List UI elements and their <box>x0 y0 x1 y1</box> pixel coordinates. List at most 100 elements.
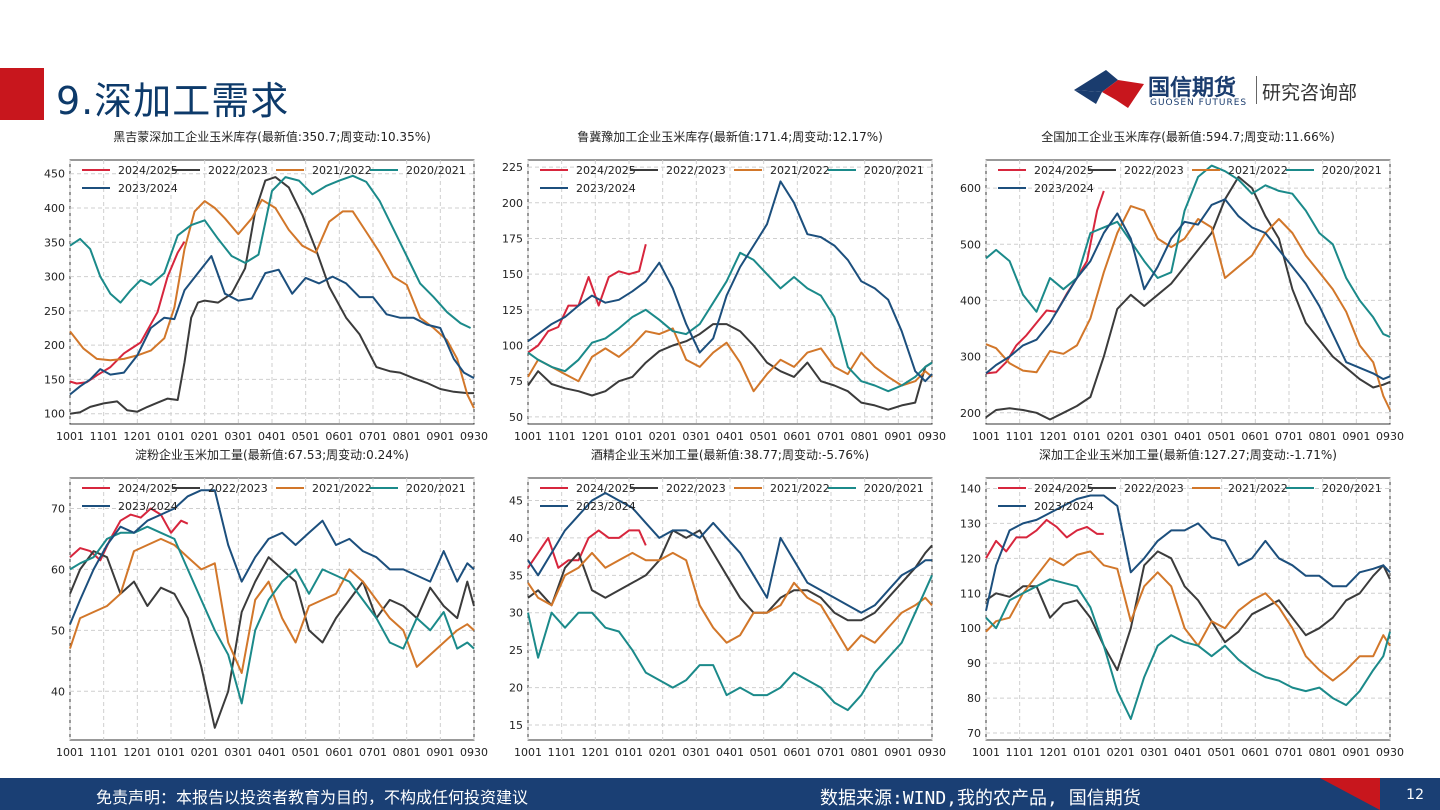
legend-label: 2020/2021 <box>864 164 924 177</box>
x-tick-label: 0501 <box>750 430 778 443</box>
series-line-2024-2025 <box>527 529 647 569</box>
title-accent-bar <box>0 68 44 120</box>
footer-bar <box>0 778 1440 810</box>
x-tick-label: 0701 <box>359 746 387 759</box>
legend-label: 2023/2024 <box>1034 500 1094 513</box>
x-tick-label: 0301 <box>1140 746 1168 759</box>
y-tick-label: 200 <box>502 197 523 210</box>
x-tick-label: 0601 <box>325 746 353 759</box>
y-tick-label: 120 <box>960 552 981 565</box>
x-tick-label: 0101 <box>1073 746 1101 759</box>
x-tick-label: 0501 <box>292 746 320 759</box>
x-tick-label: 0930 <box>918 430 946 443</box>
x-tick-label: 0301 <box>682 430 710 443</box>
x-tick-label: 0401 <box>1174 746 1202 759</box>
logo-name-cn: 国信期货 <box>1148 76 1237 101</box>
x-tick-label: 1101 <box>90 746 118 759</box>
legend-label: 2022/2023 <box>208 164 268 177</box>
chart-2: 鲁冀豫加工企业玉米库存(最新值:171.4;周变动:12.17%) 50 75 100… <box>502 129 946 443</box>
y-tick-label: 40 <box>509 532 523 545</box>
legend-label: 2020/2021 <box>1322 482 1382 495</box>
x-tick-label: 0201 <box>649 430 677 443</box>
page-title: 9.深加工需求 <box>56 79 290 123</box>
series-line-2022-2023 <box>527 529 933 622</box>
x-tick-label: 0301 <box>224 746 252 759</box>
series-line-2020-2021 <box>527 251 933 393</box>
y-tick-label: 45 <box>509 494 523 507</box>
x-tick-label: 0501 <box>1208 430 1236 443</box>
x-tick-label: 0401 <box>716 746 744 759</box>
x-tick-label: 0201 <box>649 746 677 759</box>
y-tick-label: 200 <box>44 339 65 352</box>
page-number: 12 <box>1406 787 1424 803</box>
x-tick-label: 1101 <box>90 430 118 443</box>
x-tick-label: 0101 <box>157 746 185 759</box>
y-tick-label: 20 <box>509 682 523 695</box>
x-tick-label: 0930 <box>1376 746 1404 759</box>
y-tick-label: 70 <box>51 502 65 515</box>
chart-title: 鲁冀豫加工企业玉米库存(最新值:171.4;周变动:12.17%) <box>577 129 883 144</box>
footer-accent <box>1320 778 1380 810</box>
x-tick-label: 0901 <box>1342 746 1370 759</box>
legend-label: 2024/2025 <box>118 164 178 177</box>
x-tick-label: 1201 <box>123 430 151 443</box>
x-tick-label: 1201 <box>1039 430 1067 443</box>
chart-frame <box>527 477 933 741</box>
x-tick-label: 0201 <box>1107 430 1135 443</box>
chart-5: 酒精企业玉米加工量(最新值:38.77;周变动:-5.76%) 15 20 25 30 3… <box>509 447 946 759</box>
x-tick-label: 1201 <box>1039 746 1067 759</box>
x-tick-label: 0301 <box>682 746 710 759</box>
y-tick-label: 125 <box>502 304 523 317</box>
x-tick-label: 1001 <box>56 430 84 443</box>
y-tick-label: 50 <box>509 411 523 424</box>
x-tick-label: 0101 <box>157 430 185 443</box>
x-tick-label: 0301 <box>1140 430 1168 443</box>
y-tick-label: 90 <box>967 657 981 670</box>
series-line-2021-2022 <box>527 551 933 652</box>
legend-label: 2023/2024 <box>576 182 636 195</box>
series-line-2020-2021 <box>985 578 1391 720</box>
x-tick-label: 0301 <box>224 430 252 443</box>
x-tick-label: 1001 <box>972 746 1000 759</box>
y-tick-label: 100 <box>44 408 65 421</box>
series-line-2024-2025 <box>985 190 1105 375</box>
x-tick-label: 0901 <box>426 746 454 759</box>
series-line-2023-2024 <box>985 198 1391 381</box>
y-tick-label: 40 <box>51 685 65 698</box>
x-tick-label: 0701 <box>817 430 845 443</box>
x-tick-label: 0901 <box>426 430 454 443</box>
x-tick-label: 0101 <box>1073 430 1101 443</box>
series-line-2023-2024 <box>69 255 475 396</box>
x-tick-label: 0601 <box>783 746 811 759</box>
series-line-2023-2024 <box>69 489 475 625</box>
chart-title: 酒精企业玉米加工量(最新值:38.77;周变动:-5.76%) <box>591 447 869 462</box>
logo-divider <box>1256 76 1257 104</box>
series-line-2020-2021 <box>69 174 472 329</box>
series-line-2023-2024 <box>527 180 933 383</box>
x-tick-label: 1001 <box>514 746 542 759</box>
x-tick-label: 0601 <box>325 430 353 443</box>
legend-label: 2022/2023 <box>208 482 268 495</box>
y-tick-label: 130 <box>960 517 981 530</box>
x-tick-label: 0701 <box>1275 430 1303 443</box>
x-tick-label: 1101 <box>548 746 576 759</box>
legend-label: 2021/2022 <box>312 482 372 495</box>
legend-label: 2021/2022 <box>1228 164 1288 177</box>
chart-4: 淀粉企业玉米加工量(最新值:67.53;周变动:0.24%) 40 50 60 70 10… <box>51 447 488 759</box>
series-line-2021-2022 <box>527 327 933 393</box>
legend-label: 2021/2022 <box>1228 482 1288 495</box>
y-tick-label: 350 <box>44 236 65 249</box>
x-tick-label: 0401 <box>258 746 286 759</box>
y-tick-label: 30 <box>509 607 523 620</box>
x-tick-label: 1201 <box>123 746 151 759</box>
legend-label: 2020/2021 <box>406 482 466 495</box>
series-line-2024-2025 <box>985 518 1104 559</box>
x-tick-label: 0801 <box>851 746 879 759</box>
legend-label: 2022/2023 <box>1124 164 1184 177</box>
series-line-2023-2024 <box>985 494 1391 611</box>
legend-label: 2023/2024 <box>576 500 636 513</box>
series-line-2021-2022 <box>69 537 475 674</box>
legend-label: 2022/2023 <box>1124 482 1184 495</box>
x-tick-label: 1201 <box>581 430 609 443</box>
series-line-2022-2023 <box>985 175 1391 421</box>
